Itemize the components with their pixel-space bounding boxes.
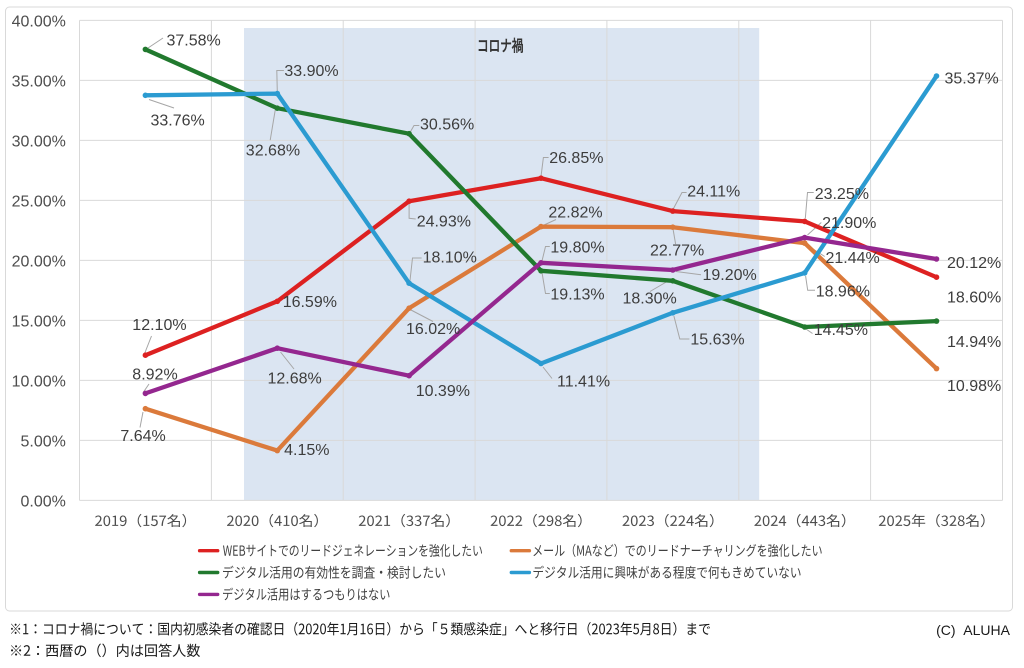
svg-text:12.10%: 12.10% <box>132 317 186 334</box>
svg-text:37.58%: 37.58% <box>167 33 221 50</box>
svg-text:15.63%: 15.63% <box>690 332 744 349</box>
svg-text:19.20%: 19.20% <box>703 267 757 284</box>
svg-text:30.56%: 30.56% <box>420 116 474 133</box>
svg-text:35.00%: 35.00% <box>12 73 66 90</box>
svg-text:(C) ALUHA: (C) ALUHA <box>936 622 1011 638</box>
svg-text:18.30%: 18.30% <box>623 290 677 307</box>
svg-text:22.77%: 22.77% <box>650 243 704 260</box>
svg-text:21.44%: 21.44% <box>826 250 880 267</box>
svg-text:14.94%: 14.94% <box>947 334 1001 351</box>
svg-text:0.00%: 0.00% <box>21 493 66 510</box>
svg-text:24.11%: 24.11% <box>687 183 740 200</box>
svg-text:7.64%: 7.64% <box>120 428 165 445</box>
svg-text:11.41%: 11.41% <box>557 373 610 390</box>
svg-text:20.12%: 20.12% <box>947 255 1001 272</box>
svg-text:5.00%: 5.00% <box>21 433 66 450</box>
svg-text:24.93%: 24.93% <box>417 214 471 231</box>
svg-text:25.00%: 25.00% <box>12 193 66 210</box>
svg-text:16.59%: 16.59% <box>283 294 337 311</box>
svg-text:14.45%: 14.45% <box>814 322 868 339</box>
svg-text:10.00%: 10.00% <box>12 373 66 390</box>
svg-text:12.68%: 12.68% <box>268 371 322 388</box>
svg-text:15.00%: 15.00% <box>12 313 66 330</box>
svg-text:18.96%: 18.96% <box>816 284 870 301</box>
svg-text:19.13%: 19.13% <box>550 287 604 304</box>
svg-text:21.90%: 21.90% <box>822 215 876 232</box>
svg-text:35.37%: 35.37% <box>945 71 999 88</box>
svg-text:20.00%: 20.00% <box>12 253 66 270</box>
svg-text:40.00%: 40.00% <box>12 13 66 30</box>
svg-text:33.90%: 33.90% <box>284 63 338 80</box>
svg-text:18.60%: 18.60% <box>947 290 1001 307</box>
svg-text:18.10%: 18.10% <box>423 250 477 267</box>
svg-text:19.80%: 19.80% <box>550 240 604 257</box>
svg-text:4.15%: 4.15% <box>284 442 329 459</box>
svg-text:33.76%: 33.76% <box>151 113 205 130</box>
svg-text:26.85%: 26.85% <box>549 150 603 167</box>
svg-text:30.00%: 30.00% <box>12 133 66 150</box>
svg-text:10.39%: 10.39% <box>416 383 470 400</box>
svg-text:10.98%: 10.98% <box>947 378 1001 395</box>
svg-text:22.82%: 22.82% <box>548 205 602 222</box>
svg-text:16.02%: 16.02% <box>406 321 460 338</box>
svg-text:23.25%: 23.25% <box>815 186 869 203</box>
svg-text:8.92%: 8.92% <box>132 367 177 384</box>
svg-text:32.68%: 32.68% <box>246 143 300 160</box>
